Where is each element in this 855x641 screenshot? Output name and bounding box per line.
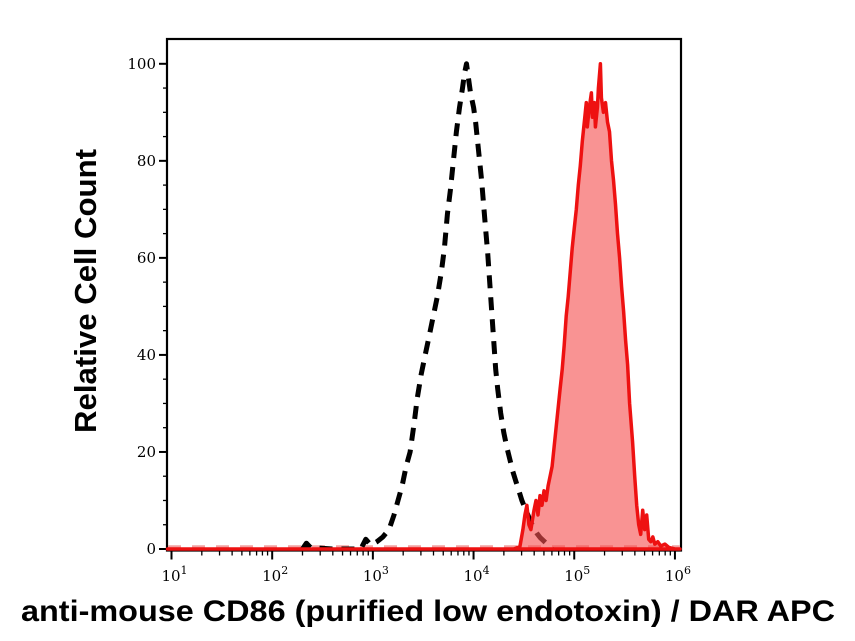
cd86-apc-curve	[165, 62, 682, 551]
control-curve	[300, 61, 554, 552]
y-axis: 0 20 40 60 80 100	[127, 55, 167, 558]
x-tick-label: 105	[564, 564, 590, 585]
y-tick-label: 60	[137, 249, 156, 267]
x-tick-label: 104	[464, 564, 490, 585]
x-tick-label: 106	[665, 564, 691, 585]
y-tick-label: 0	[146, 540, 156, 558]
y-tick-label: 40	[137, 346, 156, 364]
x-axis-title: anti-mouse CD86 (purified low endotoxin)…	[21, 595, 835, 628]
y-tick-label: 80	[137, 152, 156, 170]
x-axis: 101 102 103 104 105 106	[161, 550, 691, 585]
y-tick-label: 100	[127, 55, 156, 73]
y-tick-label: 20	[137, 443, 156, 461]
x-tick-label: 101	[161, 564, 187, 585]
x-tick-label: 103	[363, 564, 389, 585]
x-tick-label: 102	[262, 564, 288, 585]
y-axis-title: Relative Cell Count	[68, 149, 103, 433]
